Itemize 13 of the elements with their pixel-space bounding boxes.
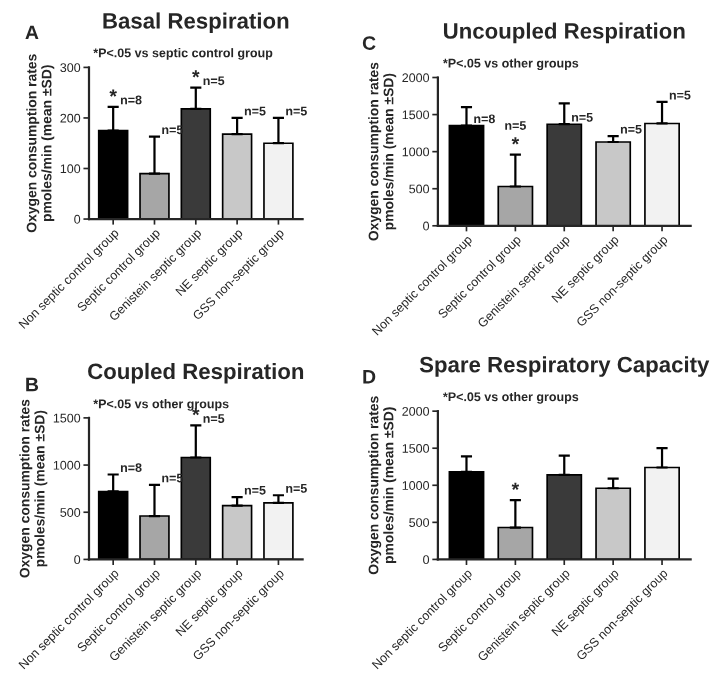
chart-title: Spare Respiratory Capacity	[419, 356, 710, 377]
annotation: *	[109, 89, 117, 97]
annotation: *	[192, 70, 200, 78]
chart-title: Basal Respiration	[103, 12, 289, 34]
annotation: *	[192, 408, 200, 416]
annotation: *	[511, 482, 520, 490]
text: C	[362, 36, 376, 50]
annotation: *	[511, 137, 520, 145]
text: D	[363, 370, 376, 384]
text: A	[25, 25, 39, 40]
text: B	[26, 377, 39, 392]
chart-title: Uncoupled Respiration	[443, 22, 685, 44]
chart-title: Coupled Respiration	[88, 362, 304, 384]
